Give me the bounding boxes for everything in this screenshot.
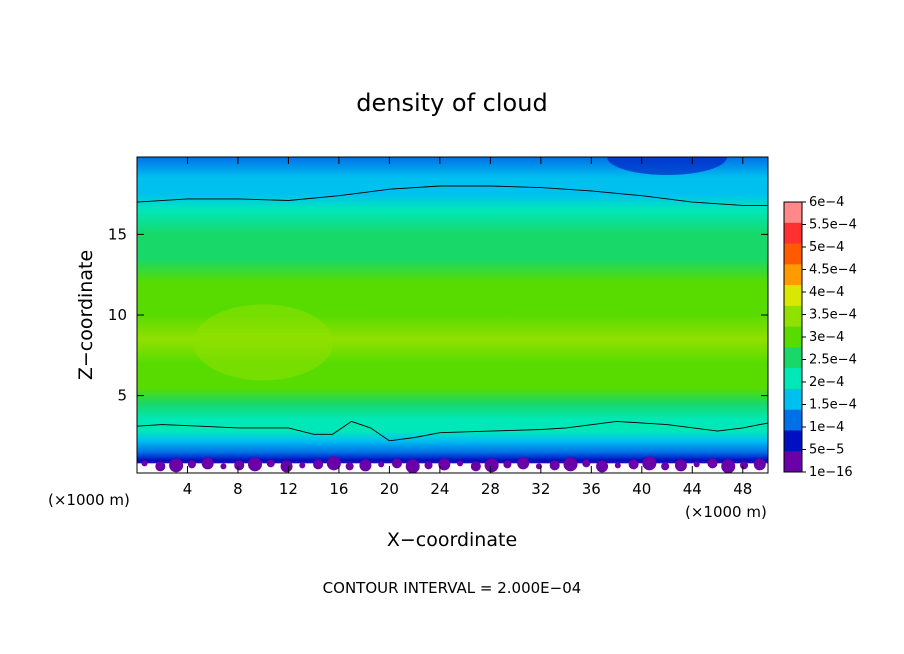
cloud-base-cell <box>628 459 639 470</box>
cloud-base-cell <box>187 460 196 469</box>
cloud-base-cell <box>201 457 214 470</box>
cloud-base-cell <box>517 457 530 470</box>
cloud-base-cell <box>220 463 227 470</box>
cloud-base-cell <box>674 459 687 472</box>
cloud-base-cell <box>424 461 433 470</box>
x-tick-label: 20 <box>380 480 399 498</box>
colorbar-label: 5e−5 <box>809 443 844 458</box>
x-tick-label: 4 <box>183 480 193 498</box>
colorbar-swatch <box>784 430 802 452</box>
low-density-top <box>607 157 728 175</box>
colorbar-label: 1e−16 <box>809 465 853 480</box>
cloud-base-cell <box>642 456 657 471</box>
y-axis: 5 10 15 <box>108 225 768 405</box>
chart-title: density of cloud <box>356 89 547 117</box>
x-tick-label: 44 <box>683 480 702 498</box>
colorbar-swatch <box>784 305 802 328</box>
x-axis-label: X−coordinate <box>387 529 517 551</box>
x-axis: 4 8 12 16 20 24 28 32 36 40 44 48 <box>183 157 752 498</box>
colorbar-label: 5e−4 <box>809 240 844 255</box>
density-core <box>193 304 334 381</box>
clear-air-base <box>137 463 768 473</box>
x-unit-right: (×1000 m) <box>685 503 767 521</box>
colorbar-swatch <box>784 368 802 390</box>
cloud-base-cell <box>661 462 670 471</box>
colorbar-swatch <box>784 326 802 348</box>
cloud-base-cell <box>470 461 481 472</box>
cloud-base-cell <box>299 462 306 469</box>
cloud-base-cell <box>457 460 464 467</box>
cloud-base-cell <box>596 460 609 473</box>
colorbar-swatch <box>784 222 802 245</box>
colorbar-swatch <box>784 347 802 369</box>
cloud-base-cell <box>549 460 560 471</box>
contour-line-1 <box>137 185 768 206</box>
cloud-base-cell <box>326 456 341 471</box>
colorbar-label: 3.5e−4 <box>809 308 857 323</box>
y-tick-label: 15 <box>108 225 127 243</box>
cloud-base-cell <box>707 458 718 469</box>
x-unit-left: (×1000 m) <box>48 491 130 509</box>
cloud-base-cell <box>359 459 372 472</box>
y-axis-label: Z−coordinate <box>75 250 97 380</box>
cloud-base-cell <box>378 461 385 468</box>
cloud-base-cell <box>582 459 591 468</box>
contour-interval-note: CONTOUR INTERVAL = 2.000E−04 <box>323 579 582 597</box>
cloud-base-cell <box>614 462 621 469</box>
colorbar-label: 6e−4 <box>809 195 844 210</box>
cloud-base-cell <box>484 458 499 473</box>
colorbar-swatch <box>784 243 802 265</box>
colorbar: 6e−4 5.5e−4 5e−4 4.5e−4 4e−4 3.5e−4 3e−4 2.5e−4… <box>783 195 857 480</box>
cloud-base-cell <box>503 460 512 469</box>
colorbar-label: 2e−4 <box>809 375 844 390</box>
cloud-base-cell <box>345 462 354 471</box>
cloud-base-cell <box>155 461 166 472</box>
cloud-base-cell <box>391 458 402 469</box>
colorbar-label: 2.5e−4 <box>809 353 857 368</box>
x-tick-label: 28 <box>481 480 500 498</box>
y-tick-label: 5 <box>117 387 127 405</box>
colorbar-label: 4e−4 <box>809 285 844 300</box>
colorbar-swatch <box>784 202 802 224</box>
colorbar-label: 1e−4 <box>809 420 844 435</box>
cloud-base-cell <box>740 461 749 470</box>
contour-lines <box>137 185 768 442</box>
cloud-base-cell <box>234 460 245 471</box>
cloud-base-cell <box>169 458 184 473</box>
cloud-base-cell <box>721 459 736 473</box>
colorbar-swatch <box>784 388 802 411</box>
colorbar-label: 5.5e−4 <box>809 218 857 233</box>
x-tick-label: 32 <box>531 480 550 498</box>
x-tick-label: 24 <box>430 480 449 498</box>
cloud-base-cell <box>280 460 293 473</box>
cloud-base-cell <box>753 458 766 471</box>
contour-line-0 <box>137 420 768 442</box>
cloud-base-cell <box>563 457 578 472</box>
colorbar-label: 3e−4 <box>809 330 844 345</box>
plot-area <box>137 157 768 473</box>
colorbar-swatch <box>784 264 802 286</box>
colorbar-label: 4.5e−4 <box>809 263 857 278</box>
cloud-base-cell <box>405 459 420 473</box>
colorbar-label: 1.5e−4 <box>809 398 857 413</box>
cloud-base-cell <box>266 459 275 468</box>
colorbar-swatch <box>784 409 802 431</box>
x-tick-label: 16 <box>329 480 348 498</box>
y-tick-label: 10 <box>108 306 127 324</box>
cloud-base-cell <box>313 459 324 470</box>
cloud-base-cell <box>247 457 262 472</box>
x-tick-label: 36 <box>582 480 601 498</box>
x-tick-label: 12 <box>279 480 298 498</box>
cloud-base-cell <box>693 461 700 468</box>
colorbar-swatch <box>784 451 802 473</box>
field-features <box>137 157 768 473</box>
x-tick-label: 48 <box>733 480 752 498</box>
cloud-base-cell <box>438 458 451 471</box>
x-tick-label: 40 <box>632 480 651 498</box>
cloud-base-cell <box>141 460 148 467</box>
x-tick-label: 8 <box>233 480 243 498</box>
colorbar-swatch <box>784 285 802 307</box>
